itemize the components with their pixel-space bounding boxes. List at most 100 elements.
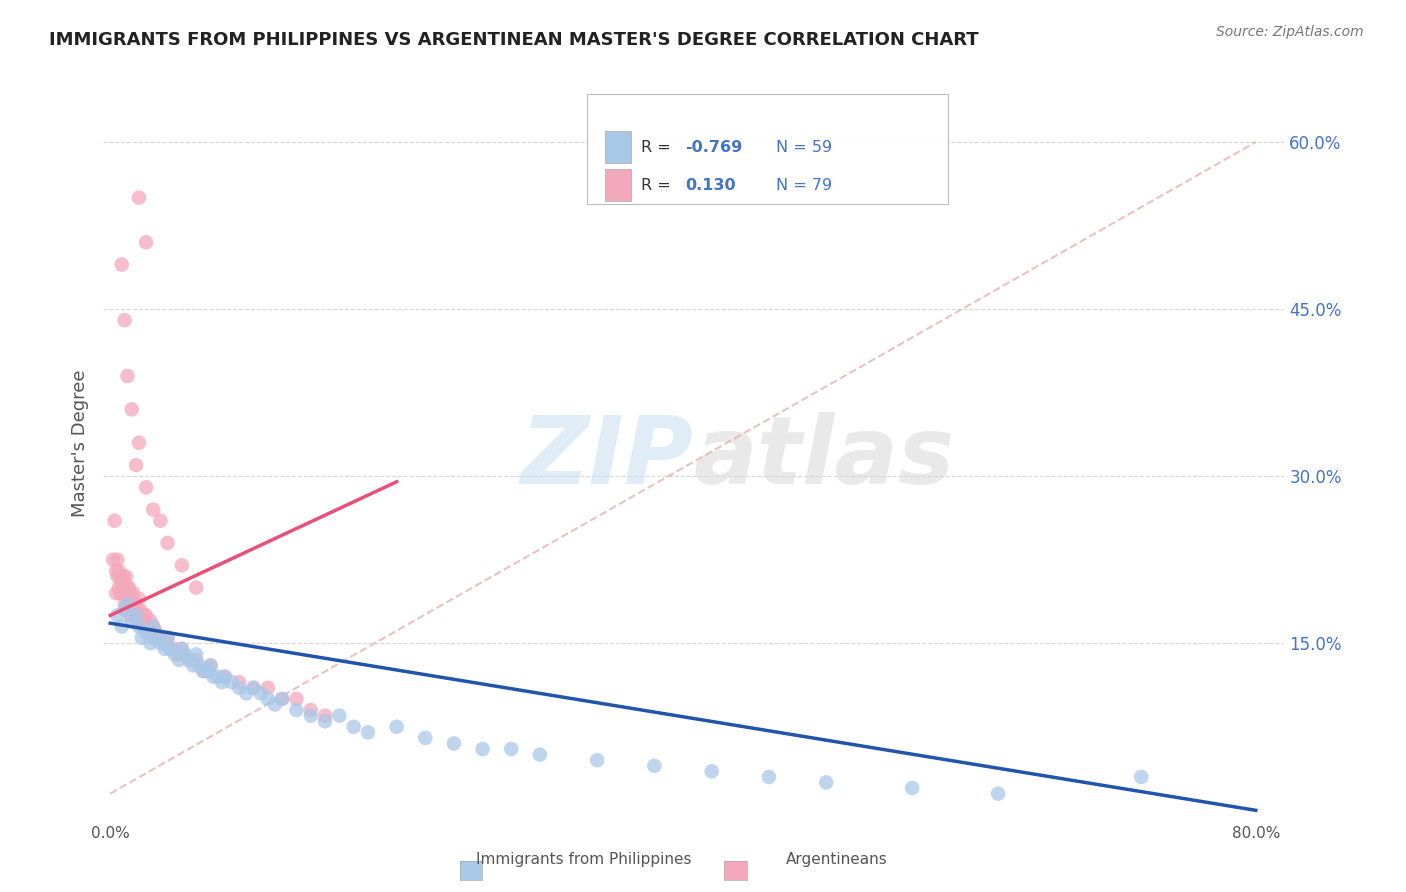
- Point: [200, 658, 222, 673]
- Point: [186, 648, 208, 662]
- Point: [170, 558, 193, 573]
- Point: [117, 368, 139, 383]
- Point: [249, 686, 271, 700]
- Point: [211, 675, 233, 690]
- Point: [139, 636, 162, 650]
- Text: Argentineans: Argentineans: [786, 852, 887, 867]
- Point: [153, 636, 176, 650]
- Point: [111, 619, 134, 633]
- Point: [471, 742, 494, 756]
- Point: [156, 631, 179, 645]
- Point: [108, 564, 131, 578]
- Point: [700, 764, 723, 779]
- Point: [188, 658, 211, 673]
- Point: [758, 770, 780, 784]
- Point: [127, 614, 149, 628]
- Point: [901, 780, 924, 795]
- Point: [186, 581, 208, 595]
- Point: [343, 720, 366, 734]
- Point: [128, 619, 150, 633]
- Point: [142, 619, 165, 633]
- Point: [120, 586, 142, 600]
- Point: [193, 664, 215, 678]
- Point: [221, 675, 243, 690]
- Point: [121, 402, 143, 417]
- Text: N = 59: N = 59: [776, 140, 832, 154]
- Point: [115, 569, 138, 583]
- Point: [110, 586, 132, 600]
- Point: [117, 597, 139, 611]
- Point: [299, 703, 322, 717]
- Point: [131, 614, 153, 628]
- Point: [121, 608, 143, 623]
- Point: [107, 552, 129, 566]
- Point: [163, 648, 186, 662]
- Point: [111, 574, 134, 589]
- Text: IMMIGRANTS FROM PHILIPPINES VS ARGENTINEAN MASTER'S DEGREE CORRELATION CHART: IMMIGRANTS FROM PHILIPPINES VS ARGENTINE…: [49, 31, 979, 49]
- Point: [271, 692, 294, 706]
- Point: [107, 569, 129, 583]
- Point: [128, 608, 150, 623]
- Point: [177, 653, 200, 667]
- Point: [235, 686, 257, 700]
- Point: [118, 581, 141, 595]
- Point: [134, 608, 156, 623]
- Point: [136, 625, 159, 640]
- Point: [815, 775, 838, 789]
- Point: [202, 670, 225, 684]
- Point: [115, 586, 138, 600]
- Point: [122, 586, 145, 600]
- Point: [114, 597, 136, 611]
- Point: [159, 641, 181, 656]
- Point: [128, 591, 150, 606]
- Point: [120, 608, 142, 623]
- Point: [256, 692, 278, 706]
- Text: atlas: atlas: [693, 412, 955, 504]
- Text: N = 79: N = 79: [776, 178, 832, 193]
- Point: [183, 658, 205, 673]
- Point: [170, 641, 193, 656]
- Point: [128, 435, 150, 450]
- Point: [125, 458, 148, 472]
- Point: [357, 725, 380, 739]
- Point: [156, 536, 179, 550]
- Point: [117, 597, 139, 611]
- Point: [112, 569, 135, 583]
- Point: [163, 641, 186, 656]
- Point: [118, 591, 141, 606]
- Point: [105, 564, 128, 578]
- Point: [114, 603, 136, 617]
- Point: [132, 619, 155, 633]
- Point: [228, 681, 250, 695]
- Point: [128, 191, 150, 205]
- Point: [256, 681, 278, 695]
- Point: [186, 653, 208, 667]
- Bar: [605, 131, 631, 163]
- Point: [529, 747, 551, 762]
- Point: [242, 681, 264, 695]
- Point: [987, 787, 1010, 801]
- Bar: [605, 169, 631, 201]
- Point: [149, 631, 172, 645]
- Point: [156, 631, 179, 645]
- Point: [111, 258, 134, 272]
- Text: R =: R =: [641, 140, 675, 154]
- Y-axis label: Master's Degree: Master's Degree: [72, 369, 89, 516]
- Point: [149, 514, 172, 528]
- Point: [101, 552, 124, 566]
- Point: [107, 608, 129, 623]
- Point: [193, 664, 215, 678]
- Point: [159, 641, 181, 656]
- Point: [114, 313, 136, 327]
- Point: [112, 586, 135, 600]
- Point: [108, 581, 131, 595]
- Point: [103, 514, 125, 528]
- Text: 0.130: 0.130: [686, 178, 737, 193]
- Point: [214, 670, 236, 684]
- Point: [124, 597, 146, 611]
- Point: [328, 708, 350, 723]
- Point: [314, 708, 336, 723]
- Point: [314, 714, 336, 729]
- Point: [167, 648, 190, 662]
- Point: [114, 574, 136, 589]
